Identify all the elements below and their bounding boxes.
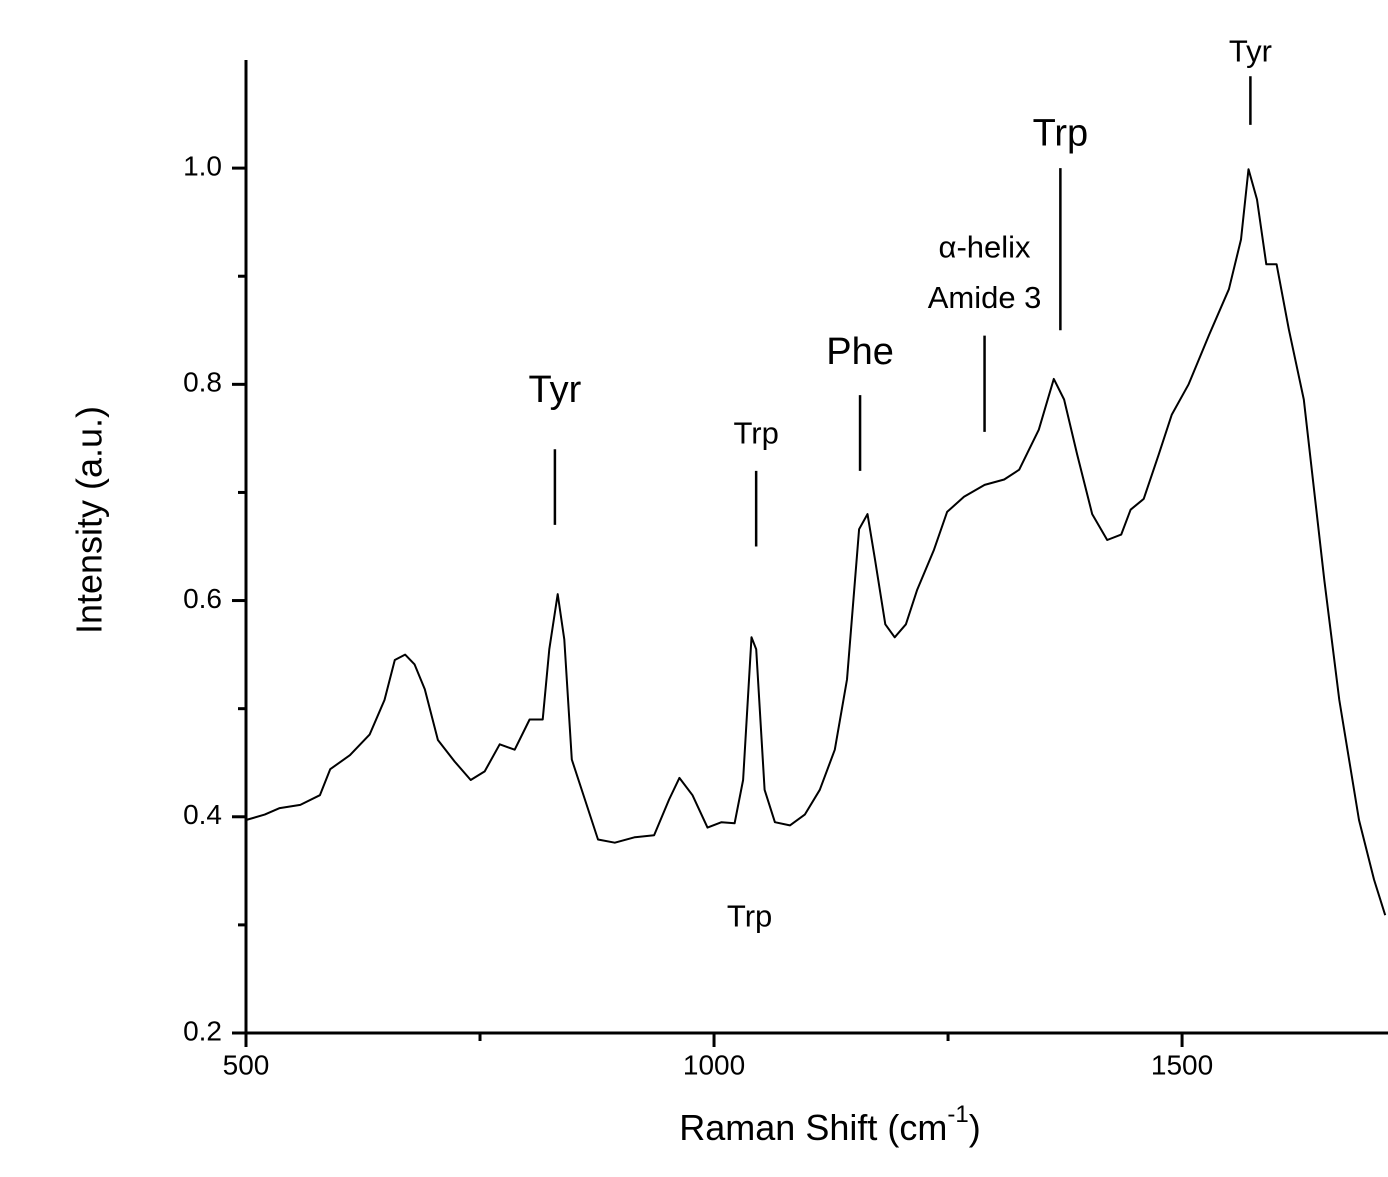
annotation-label: Trp: [1033, 113, 1089, 155]
x-axis-label-sup: -1: [947, 1101, 968, 1128]
y-tick-label: 0.4: [183, 799, 222, 830]
y-tick-label: 0.8: [183, 367, 222, 398]
y-tick-label: 1.0: [183, 151, 222, 182]
x-axis-label-text: Raman Shift (cm: [679, 1107, 947, 1148]
annotation-label: Tyr: [1229, 34, 1272, 69]
x-axis-label-end: ): [969, 1107, 981, 1148]
x-tick-label: 500: [223, 1049, 270, 1080]
annotation-label: Trp: [727, 899, 772, 934]
x-axis-label: Raman Shift (cm-1): [679, 1101, 980, 1147]
annotation-label: Trp: [733, 415, 778, 450]
annotation-label: Phe: [826, 331, 894, 373]
spectrum-line: [245, 168, 1387, 916]
annotation-label: Amide 3: [928, 280, 1042, 315]
annotation-label: α-helix: [939, 229, 1032, 264]
y-axis-label: Intensity (a.u.): [69, 406, 110, 634]
x-tick-label: 1000: [683, 1049, 745, 1080]
y-tick-label: 0.6: [183, 583, 222, 614]
y-tick-label: 0.2: [183, 1015, 222, 1046]
annotation-label: Tyr: [529, 369, 582, 411]
x-tick-label: 1500: [1151, 1049, 1213, 1080]
